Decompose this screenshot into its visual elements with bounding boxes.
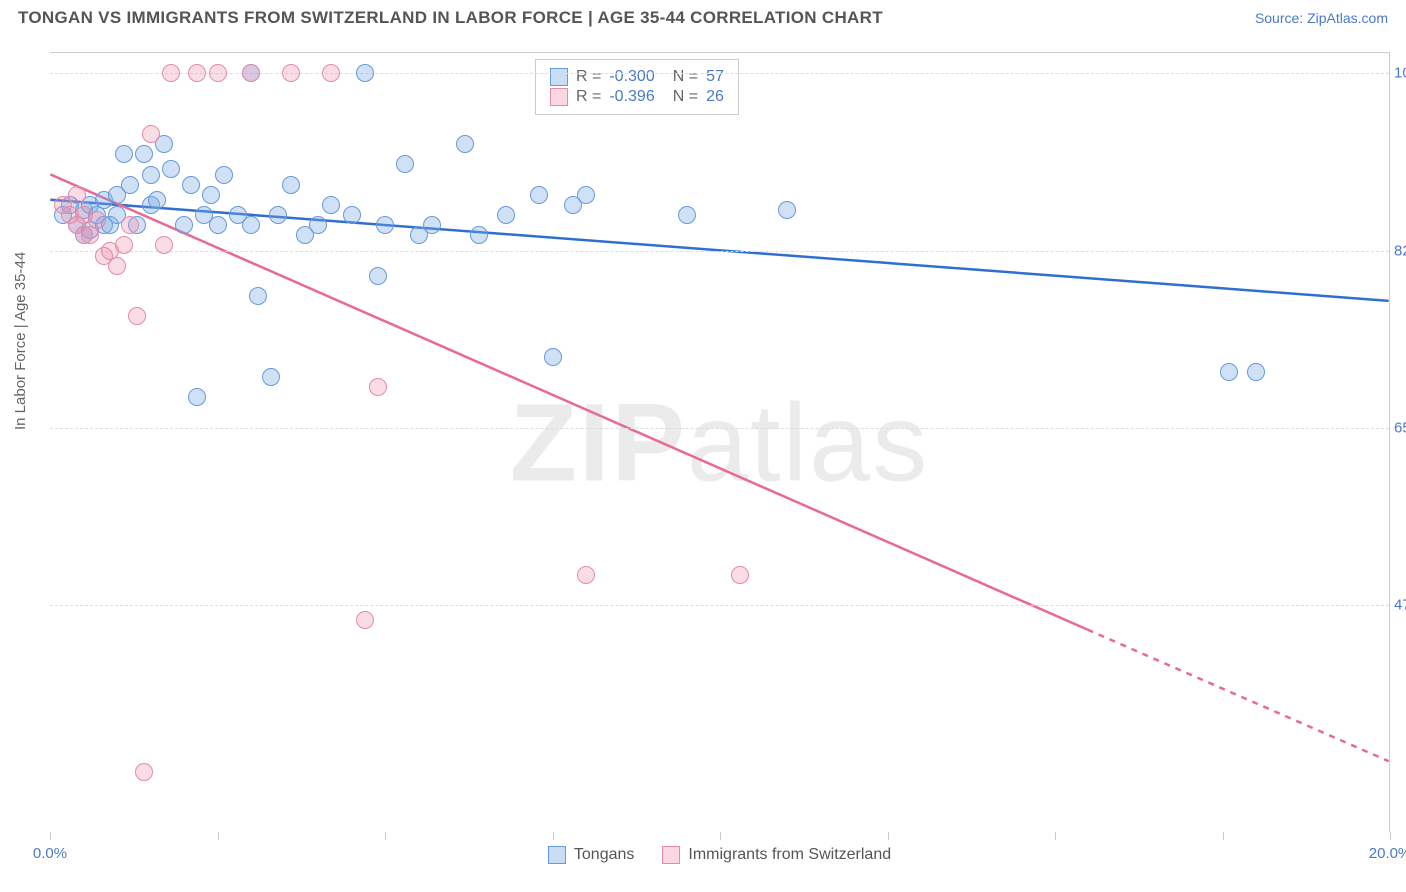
scatter-point [396,155,414,173]
bottom-legend-label: Immigrants from Switzerland [688,846,891,864]
scatter-point [162,160,180,178]
chart-title: TONGAN VS IMMIGRANTS FROM SWITZERLAND IN… [18,8,883,28]
gridline-h [50,251,1389,252]
scatter-point [282,64,300,82]
x-tick [1223,832,1224,840]
scatter-point [376,216,394,234]
scatter-point [135,763,153,781]
scatter-point [115,145,133,163]
x-tick-label: 0.0% [33,845,67,862]
y-tick-label: 82.5% [1394,242,1406,259]
scatter-point [249,287,267,305]
scatter-point [356,64,374,82]
scatter-point [356,611,374,629]
legend-r-label: R = [576,68,601,86]
scatter-point [577,566,595,584]
scatter-point [121,216,139,234]
scatter-point [577,186,595,204]
y-tick-label: 100.0% [1394,65,1406,82]
scatter-point [115,236,133,254]
x-tick [1055,832,1056,840]
scatter-point [470,226,488,244]
x-tick [1390,832,1391,840]
scatter-point [242,216,260,234]
scatter-point [242,64,260,82]
scatter-point [678,206,696,224]
scatter-point [135,145,153,163]
scatter-point [369,378,387,396]
x-tick [720,832,721,840]
scatter-point [423,216,441,234]
bottom-legend-item: Immigrants from Switzerland [662,846,891,864]
legend-swatch [662,846,680,864]
scatter-point [68,186,86,204]
scatter-point [369,267,387,285]
scatter-point [731,566,749,584]
scatter-point [202,186,220,204]
gridline-h [50,605,1389,606]
scatter-point [175,216,193,234]
scatter-point [182,176,200,194]
scatter-point [322,64,340,82]
scatter-point [195,206,213,224]
legend-n-value: 57 [706,68,724,86]
bottom-legend-item: Tongans [548,846,635,864]
legend-r-value: -0.300 [609,68,654,86]
scatter-point [309,216,327,234]
scatter-point [497,206,515,224]
scatter-point [1247,363,1265,381]
scatter-point [343,206,361,224]
x-tick [553,832,554,840]
scatter-point [209,64,227,82]
scatter-point [262,368,280,386]
legend-swatch [548,846,566,864]
legend-stats-row: R = -0.396 N = 26 [550,88,724,106]
scatter-point [188,388,206,406]
scatter-point [155,236,173,254]
y-tick-label: 47.5% [1394,597,1406,614]
scatter-point [530,186,548,204]
scatter-point [282,176,300,194]
scatter-point [142,125,160,143]
scatter-point [108,257,126,275]
x-tick [50,832,51,840]
legend-n-label: N = [673,68,698,86]
trend-lines-layer [50,53,1389,832]
chart-plot-area: ZIPatlas R = -0.300 N = 57 R = -0.396 N = 2… [50,52,1390,832]
scatter-point [456,135,474,153]
legend-swatch [550,88,568,106]
y-tick-label: 65.0% [1394,419,1406,436]
scatter-point [269,206,287,224]
scatter-point [188,64,206,82]
scatter-point [128,307,146,325]
legend-r-label: R = [576,88,601,106]
scatter-point [121,176,139,194]
legend-r-value: -0.396 [609,88,654,106]
bottom-legend-label: Tongans [574,846,635,864]
gridline-h [50,428,1389,429]
scatter-point [544,348,562,366]
y-axis-label: In Labor Force | Age 35-44 [12,252,29,430]
scatter-point [215,166,233,184]
legend-stats-row: R = -0.300 N = 57 [550,68,724,86]
x-tick [218,832,219,840]
x-tick [888,832,889,840]
legend-swatch [550,68,568,86]
x-tick [385,832,386,840]
legend-stats-box: R = -0.300 N = 57 R = -0.396 N = 26 [535,59,739,115]
scatter-point [162,64,180,82]
scatter-point [1220,363,1238,381]
legend-n-label: N = [673,88,698,106]
watermark: ZIPatlas [510,379,929,506]
x-tick-label: 20.0% [1369,845,1406,862]
scatter-point [148,191,166,209]
source-link[interactable]: Source: ZipAtlas.com [1255,10,1388,26]
scatter-point [142,166,160,184]
scatter-point [322,196,340,214]
title-bar: TONGAN VS IMMIGRANTS FROM SWITZERLAND IN… [0,0,1406,38]
scatter-point [778,201,796,219]
legend-n-value: 26 [706,88,724,106]
bottom-legend: Tongans Immigrants from Switzerland [50,846,1389,864]
scatter-point [88,211,106,229]
